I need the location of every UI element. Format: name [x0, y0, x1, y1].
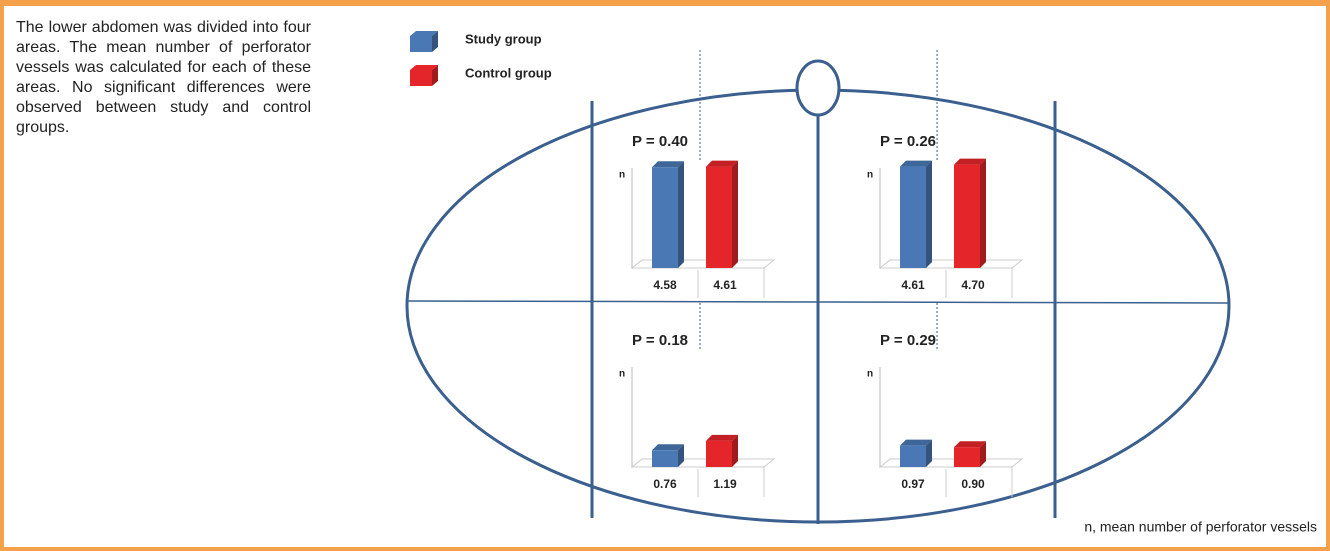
value-label: 4.61 — [713, 278, 737, 292]
bar-side — [926, 439, 932, 467]
legend-swatch-side — [432, 65, 438, 86]
bar — [652, 450, 678, 467]
bar-side — [678, 161, 684, 268]
bar — [706, 440, 732, 467]
bar — [652, 167, 678, 268]
bar-side — [732, 434, 738, 467]
bar-top — [954, 158, 986, 165]
value-label: 0.90 — [961, 477, 985, 491]
axis-frame — [631, 367, 764, 468]
value-label: 4.58 — [653, 278, 677, 292]
bar-side — [678, 444, 684, 467]
chart-title: P = 0.40 — [632, 133, 688, 150]
diagram: n, mean number of perforator vessels Stu… — [405, 31, 1317, 535]
legend-swatch-top — [410, 65, 438, 70]
value-label: 4.61 — [901, 278, 925, 292]
bar — [954, 447, 980, 467]
legend-label: Study group — [465, 31, 542, 46]
bar-top — [706, 160, 738, 167]
axis-frame — [879, 367, 1012, 468]
bar-side — [926, 160, 932, 268]
caption: The lower abdomen was divided into four … — [16, 19, 311, 136]
y-axis-label: n — [867, 369, 873, 380]
umbilicus — [795, 59, 841, 117]
legend-swatch — [410, 70, 432, 86]
value-label: 0.97 — [901, 477, 925, 491]
bar-top — [900, 439, 932, 446]
chart-title: P = 0.18 — [632, 332, 688, 349]
value-label: 4.70 — [961, 278, 985, 292]
y-axis-label: n — [619, 170, 625, 181]
bar — [706, 166, 732, 268]
bar-side — [980, 441, 986, 467]
bar — [954, 164, 980, 268]
bar-side — [732, 160, 738, 268]
chart-title: P = 0.26 — [880, 133, 936, 150]
legend-swatch-top — [410, 31, 438, 36]
bar-top — [706, 434, 738, 441]
bar-top — [652, 161, 684, 168]
axis-frame — [631, 168, 764, 269]
bar-top — [652, 444, 684, 451]
value-label: 1.19 — [713, 477, 737, 491]
bar — [900, 445, 926, 467]
legend-swatch — [410, 36, 432, 52]
legend-swatch-side — [432, 31, 438, 52]
divider — [406, 300, 1230, 304]
legend-label: Control group — [465, 65, 552, 80]
y-axis-label: n — [867, 170, 873, 181]
bar — [900, 166, 926, 268]
footnote: n, mean number of perforator vessels — [1084, 519, 1317, 535]
bar-side — [980, 158, 986, 268]
axis-frame — [879, 168, 1012, 269]
chart-title: P = 0.29 — [880, 332, 936, 349]
y-axis-label: n — [619, 369, 625, 380]
bar-top — [954, 441, 986, 448]
value-label: 0.76 — [653, 477, 677, 491]
bar-top — [900, 160, 932, 167]
